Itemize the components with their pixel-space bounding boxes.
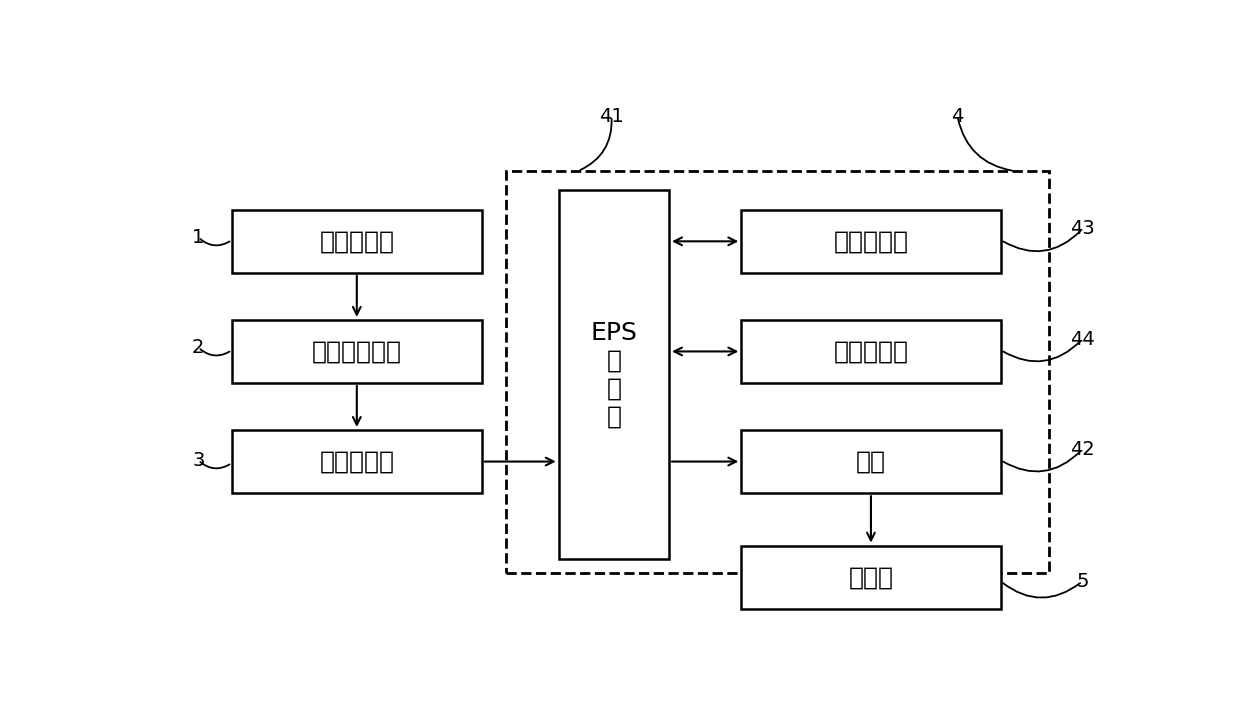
- Text: 力矩传感器: 力矩传感器: [833, 340, 909, 363]
- Text: 43: 43: [1070, 220, 1095, 238]
- Bar: [742, 209, 1001, 273]
- Text: 减速器: 减速器: [848, 565, 894, 589]
- Bar: [232, 209, 481, 273]
- Bar: [742, 430, 1001, 493]
- Bar: [742, 320, 1001, 383]
- Text: 2: 2: [192, 337, 205, 357]
- Text: 电机: 电机: [856, 450, 885, 473]
- Text: 3: 3: [192, 450, 205, 470]
- Bar: [558, 190, 670, 559]
- Bar: [506, 171, 1049, 573]
- Text: 角度传感器: 角度传感器: [833, 230, 909, 253]
- Text: 41: 41: [599, 107, 624, 126]
- Bar: [742, 546, 1001, 609]
- Bar: [232, 320, 481, 383]
- Text: 4: 4: [951, 107, 963, 126]
- Text: 44: 44: [1070, 330, 1095, 348]
- Text: 1: 1: [192, 227, 205, 247]
- Bar: [232, 430, 481, 493]
- Text: 42: 42: [1070, 440, 1095, 458]
- Text: EPS
控
制
器: EPS 控 制 器: [590, 321, 637, 428]
- Text: 主处理模块: 主处理模块: [320, 450, 394, 473]
- Text: 轮速传感器: 轮速传感器: [320, 230, 394, 253]
- Text: 辅助处理模块: 辅助处理模块: [311, 340, 402, 363]
- Text: 5: 5: [1076, 572, 1089, 591]
